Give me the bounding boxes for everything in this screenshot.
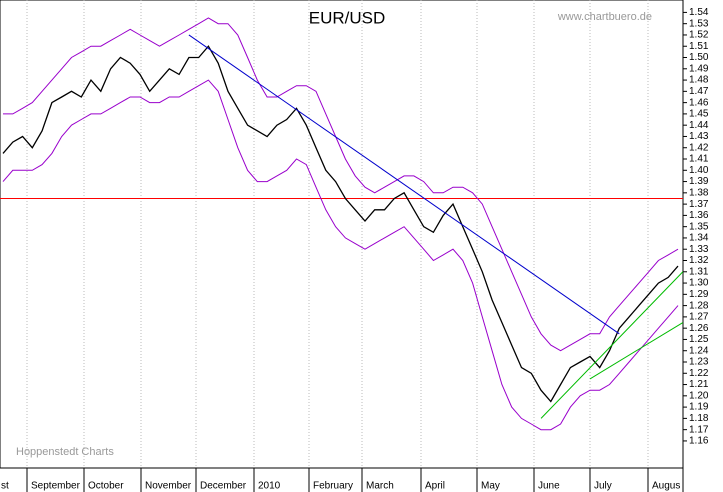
x-tick-label: Augus [652,481,680,492]
x-tick-label: December [200,481,247,492]
y-tick-label: 1.17 [689,424,709,435]
y-tick-label: 1.23 [689,357,709,368]
y-tick-label: 1.52 [689,30,709,41]
y-tick-label: 1.50 [689,52,709,63]
y-tick-label: 1.43 [689,131,709,142]
y-tick-label: 1.30 [689,278,709,289]
chart-title: EUR/USD [309,8,386,27]
y-tick-label: 1.40 [689,165,709,176]
y-tick-label: 1.33 [689,244,709,255]
y-tick-label: 1.25 [689,334,709,345]
y-tick-label: 1.36 [689,210,709,221]
y-tick-label: 1.46 [689,97,709,108]
y-tick-label: 1.22 [689,368,709,379]
y-tick-label: 1.51 [689,41,709,52]
x-tick-label: 2010 [258,481,281,492]
x-tick-label: February [313,481,353,492]
y-tick-label: 1.19 [689,402,709,413]
y-tick-label: 1.48 [689,75,709,86]
y-tick-label: 1.54 [689,7,709,18]
y-tick-label: 1.31 [689,266,709,277]
source: www.chartbuero.de [557,11,652,23]
y-tick-label: 1.18 [689,413,709,424]
y-tick-label: 1.37 [689,199,709,210]
y-tick-label: 1.53 [689,18,709,29]
x-tick-label: June [538,481,560,492]
y-tick-label: 1.16 [689,436,709,447]
trend-line [589,322,684,380]
x-tick-label: April [425,481,445,492]
y-tick-label: 1.32 [689,255,709,266]
y-tick-label: 1.34 [689,233,709,244]
x-tick-label: September [31,481,81,492]
y-tick-label: 1.45 [689,109,709,120]
y-tick-label: 1.44 [689,120,709,131]
x-tick-label: July [594,481,612,492]
x-tick-label: November [145,481,192,492]
y-tick-label: 1.38 [689,187,709,198]
y-tick-label: 1.42 [689,142,709,153]
trend-line [540,271,684,419]
trend-line [188,34,620,335]
x-tick-label: October [88,481,124,492]
y-tick-label: 1.20 [689,390,709,401]
y-tick-label: 1.39 [689,176,709,187]
y-tick-label: 1.41 [689,154,709,165]
y-tick-label: 1.28 [689,300,709,311]
y-tick-label: 1.27 [689,312,709,323]
y-tick-label: 1.49 [689,63,709,74]
band-line [2,79,679,431]
y-tick-label: 1.26 [689,323,709,334]
credit: Hoppenstedt Charts [16,446,114,458]
y-tick-label: 1.47 [689,86,709,97]
x-tick-label: May [481,481,500,492]
x-tick-label: st [1,481,9,492]
y-tick-label: 1.24 [689,345,709,356]
price-line [2,45,679,403]
y-tick-label: 1.21 [689,379,709,390]
band-line [3,17,679,352]
x-tick-label: March [366,481,394,492]
y-tick-label: 1.35 [689,221,709,232]
y-tick-label: 1.29 [689,289,709,300]
